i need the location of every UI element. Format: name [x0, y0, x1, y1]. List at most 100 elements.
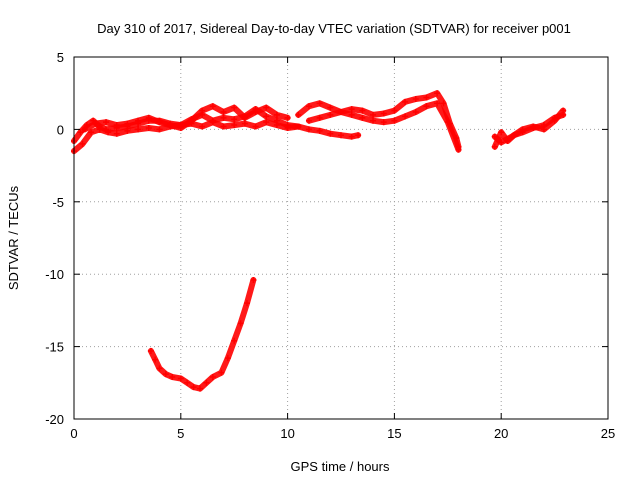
- data-point: [305, 126, 312, 133]
- data-point: [455, 146, 462, 153]
- data-point: [540, 126, 547, 133]
- data-point: [380, 110, 387, 117]
- data-point: [252, 123, 259, 130]
- plot-frame: [73, 56, 609, 420]
- data-point: [498, 129, 505, 136]
- x-tick-label: 5: [177, 426, 184, 441]
- series-track-c: [81, 103, 291, 133]
- y-tick-label: -10: [45, 267, 64, 282]
- data-point: [370, 117, 377, 124]
- data-point: [250, 276, 257, 283]
- data-point: [237, 320, 244, 327]
- data-point: [169, 374, 176, 381]
- data-series: [71, 90, 567, 392]
- y-tick-label: -20: [45, 412, 64, 427]
- data-point: [124, 127, 131, 134]
- data-point: [491, 133, 498, 140]
- data-point: [359, 114, 366, 121]
- data-point: [147, 347, 154, 354]
- data-point: [316, 100, 323, 107]
- data-point: [188, 117, 195, 124]
- x-tick-label: 0: [70, 426, 77, 441]
- data-point: [508, 133, 515, 140]
- x-tick-label: 15: [387, 426, 401, 441]
- data-point: [338, 109, 344, 116]
- data-point: [391, 117, 398, 124]
- data-point: [434, 90, 441, 97]
- data-point: [273, 122, 280, 129]
- data-point: [423, 94, 430, 101]
- data-point: [402, 98, 409, 105]
- data-point: [412, 95, 419, 102]
- data-point: [241, 120, 248, 127]
- data-point: [402, 113, 409, 120]
- data-point: [103, 119, 110, 126]
- x-tick-label: 25: [601, 426, 615, 441]
- data-point: [92, 120, 99, 127]
- data-point: [167, 122, 174, 129]
- data-point: [231, 116, 238, 123]
- data-point: [305, 117, 312, 124]
- data-point: [284, 124, 291, 131]
- data-point: [440, 100, 447, 107]
- data-point: [327, 104, 334, 111]
- data-point: [295, 123, 302, 130]
- x-tick-label: 20: [494, 426, 508, 441]
- data-point: [231, 337, 238, 344]
- data-point: [218, 369, 225, 376]
- data-point: [273, 111, 280, 118]
- series-track-g: [491, 107, 567, 146]
- data-point: [263, 119, 270, 126]
- data-point: [231, 122, 238, 129]
- data-point: [135, 126, 142, 133]
- chart-title: Day 310 of 2017, Sidereal Day-to-day VTE…: [97, 21, 571, 36]
- data-point: [423, 103, 430, 110]
- data-point: [220, 123, 227, 130]
- data-point: [203, 379, 210, 386]
- axes: 0 5 10 15 20 25 -20 -15 -10 -5 0 5: [45, 50, 615, 441]
- data-point: [348, 133, 355, 140]
- data-point: [199, 123, 206, 130]
- data-point: [327, 111, 334, 118]
- series-track-b: [71, 119, 362, 155]
- data-point: [113, 130, 120, 137]
- data-point: [263, 104, 270, 111]
- data-point: [560, 107, 567, 114]
- data-point: [209, 103, 216, 110]
- data-point: [220, 114, 227, 121]
- data-point: [124, 120, 131, 127]
- y-tick-label: 0: [57, 122, 64, 137]
- data-point: [338, 132, 344, 139]
- data-point: [348, 106, 355, 113]
- x-axis-label: GPS time / hours: [291, 459, 390, 474]
- data-point: [284, 114, 291, 121]
- data-point: [209, 374, 216, 381]
- data-point: [412, 109, 419, 116]
- data-point: [197, 385, 204, 392]
- y-tick-label: -15: [45, 340, 64, 355]
- data-point: [96, 126, 103, 133]
- data-point: [156, 119, 163, 126]
- series-track-e: [305, 100, 462, 153]
- x-tick-label: 10: [280, 426, 294, 441]
- data-point: [81, 126, 88, 133]
- data-point: [348, 111, 355, 118]
- data-point: [199, 107, 206, 114]
- data-point: [156, 126, 163, 133]
- data-point: [359, 107, 366, 114]
- data-point: [177, 375, 184, 382]
- data-point: [209, 119, 216, 126]
- data-point: [190, 384, 197, 391]
- data-point: [355, 132, 362, 139]
- data-point: [244, 300, 251, 307]
- data-point: [88, 129, 95, 136]
- y-tick-label: -5: [52, 195, 64, 210]
- data-point: [79, 140, 86, 147]
- data-point: [231, 104, 238, 111]
- data-point: [295, 111, 302, 118]
- series-track-h: [147, 276, 257, 392]
- data-point: [434, 100, 441, 107]
- data-point: [177, 124, 184, 131]
- data-point: [156, 365, 163, 372]
